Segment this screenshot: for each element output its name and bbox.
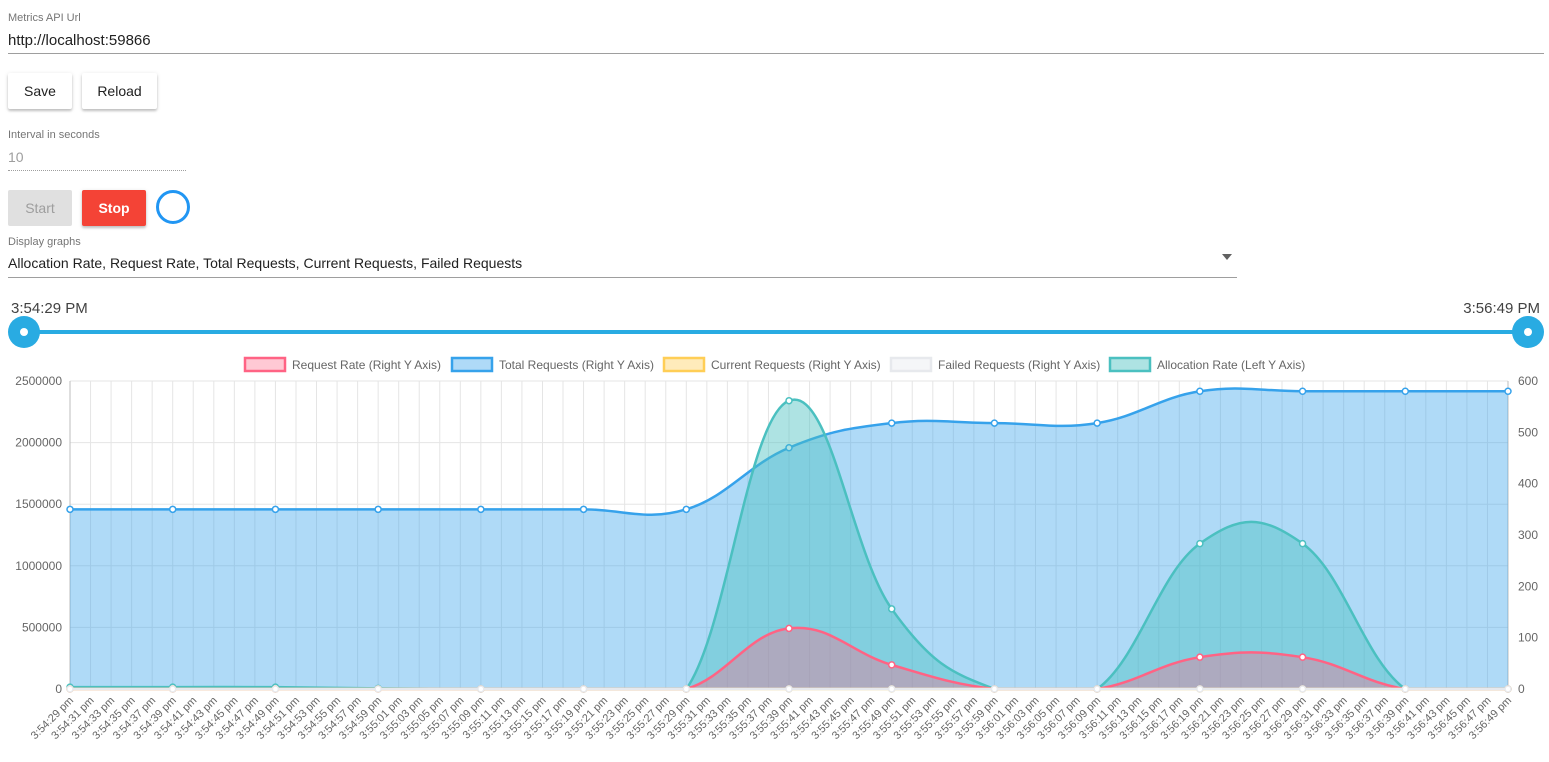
series-point-1 — [1298, 387, 1307, 396]
display-graphs-label: Display graphs — [8, 236, 81, 248]
display-graphs-underline — [8, 277, 1237, 278]
series-point-1 — [990, 419, 999, 427]
left-axis-tick-label: 1500000 — [15, 497, 62, 511]
save-button[interactable]: Save — [8, 73, 72, 109]
series-point-0 — [887, 661, 896, 669]
interval-label: Interval in seconds — [8, 129, 100, 141]
series-point-3 — [1504, 685, 1512, 693]
chevron-down-icon[interactable] — [1222, 254, 1232, 260]
start-button[interactable]: Start — [8, 190, 72, 226]
range-start-handle[interactable] — [8, 316, 40, 348]
interval-input[interactable]: 10 — [8, 149, 24, 165]
legend-swatch-2 — [662, 356, 706, 373]
legend-swatch-1 — [450, 356, 494, 373]
series-point-1 — [579, 505, 588, 514]
reload-button[interactable]: Reload — [82, 73, 157, 109]
series-point-4 — [1298, 539, 1307, 548]
series-point-1 — [168, 505, 177, 514]
series-point-3 — [579, 685, 588, 693]
right-axis-tick-label: 0 — [1518, 682, 1525, 696]
series-point-0 — [785, 624, 793, 633]
series-point-4 — [1196, 539, 1204, 548]
display-graphs-select[interactable]: Allocation Rate, Request Rate, Total Req… — [8, 255, 523, 271]
series-point-3 — [1196, 685, 1204, 693]
series-point-1 — [477, 505, 485, 514]
left-axis-tick-label: 2000000 — [15, 436, 62, 450]
range-end-label: 3:56:49 PM — [1463, 300, 1540, 317]
legend-label-1: Total Requests (Right Y Axis) — [499, 358, 654, 372]
series-point-1 — [1196, 387, 1204, 396]
series-point-3 — [66, 685, 74, 693]
series-point-3 — [682, 685, 691, 693]
legend-label-0: Request Rate (Right Y Axis) — [292, 358, 441, 372]
legend-label-2: Current Requests (Right Y Axis) — [711, 358, 881, 372]
metrics-chart: 0 500000 1000000 1500000 2000000 2500000 0 100 2… — [15, 356, 1538, 742]
left-axis-tick-label: 1000000 — [15, 559, 62, 573]
series-point-1 — [66, 505, 74, 514]
legend-swatch-3 — [889, 356, 933, 373]
range-slider-track[interactable] — [24, 330, 1528, 334]
series-point-4 — [887, 605, 896, 613]
series-point-3 — [1298, 685, 1307, 693]
series-point-3 — [1093, 685, 1101, 693]
api-url-underline — [8, 53, 1544, 54]
right-axis-tick-label: 500 — [1518, 425, 1538, 439]
series-point-1 — [271, 505, 280, 514]
series-point-3 — [887, 685, 896, 693]
left-axis-tick-label: 500000 — [22, 620, 62, 634]
series-point-1 — [785, 443, 793, 452]
series-point-3 — [990, 685, 999, 693]
left-axis-tick-label: 0 — [55, 682, 62, 696]
series-point-1 — [1401, 387, 1410, 396]
interval-underline — [8, 170, 186, 171]
right-axis-tick-label: 100 — [1518, 631, 1538, 645]
right-axis-tick-label: 200 — [1518, 579, 1538, 593]
legend-swatch-4 — [1108, 356, 1152, 373]
right-axis-tick-label: 300 — [1518, 528, 1538, 542]
stop-button[interactable]: Stop — [82, 190, 146, 226]
series-point-1 — [887, 419, 896, 427]
series-point-3 — [1401, 685, 1410, 693]
series-point-0 — [1196, 653, 1204, 661]
legend-label-4: Allocation Rate (Left Y Axis) — [1157, 358, 1305, 372]
series-point-3 — [477, 685, 485, 693]
series-point-1 — [1093, 419, 1101, 427]
series-point-4 — [785, 396, 793, 405]
range-end-handle[interactable] — [1512, 316, 1544, 348]
series-point-1 — [1504, 387, 1512, 396]
right-axis-tick-label: 600 — [1518, 374, 1538, 388]
series-point-3 — [168, 685, 177, 693]
loading-spinner-icon — [156, 190, 190, 224]
series-point-0 — [1298, 653, 1307, 661]
left-axis-tick-label: 2500000 — [15, 374, 62, 388]
legend-swatch-0 — [243, 356, 287, 373]
series-point-1 — [374, 505, 382, 514]
api-url-input[interactable]: http://localhost:59866 — [8, 32, 151, 49]
api-url-label: Metrics API Url — [8, 12, 81, 24]
series-point-3 — [374, 685, 382, 693]
right-axis-tick-label: 400 — [1518, 477, 1538, 491]
series-point-3 — [785, 685, 793, 693]
series-point-3 — [271, 685, 280, 693]
range-start-label: 3:54:29 PM — [11, 300, 88, 317]
legend-label-3: Failed Requests (Right Y Axis) — [938, 358, 1100, 372]
series-point-1 — [682, 505, 691, 514]
